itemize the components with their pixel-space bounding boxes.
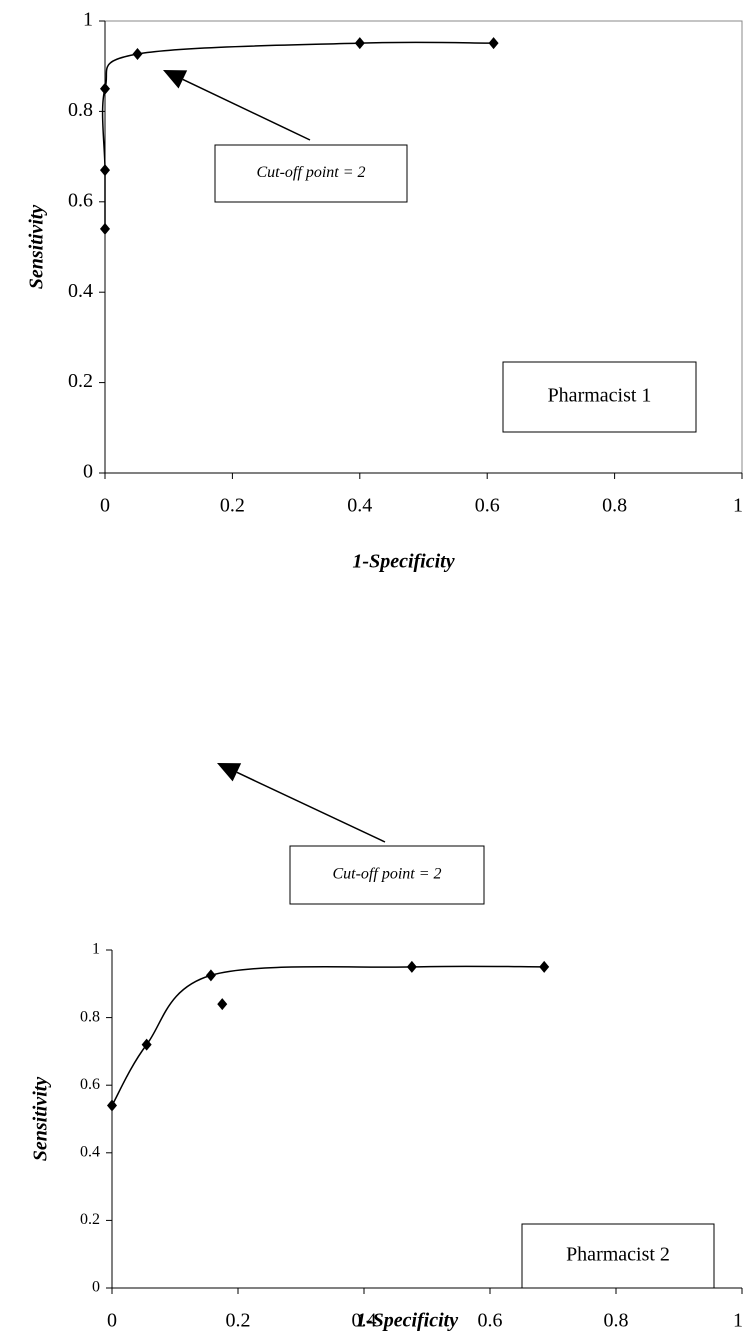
label-text: Pharmacist 1: [548, 385, 652, 407]
x-tick-label: 0.4: [347, 495, 372, 517]
y-tick-label: 0.2: [80, 1211, 100, 1228]
x-tick-label: 0.8: [604, 1310, 629, 1332]
point: [100, 223, 110, 235]
point: [539, 961, 549, 973]
y-tick-label: 0.8: [80, 1008, 100, 1025]
curve: [112, 966, 544, 1105]
y-tick-label: 0.4: [80, 1143, 100, 1160]
x-tick-label: 1: [733, 1310, 743, 1332]
y-tick-label: 0: [92, 1279, 100, 1296]
x-tick-label: 0.8: [602, 495, 627, 517]
point: [100, 83, 110, 95]
x-tick-label: 0.2: [220, 495, 245, 517]
x-axis-label: 1-Specificity: [356, 1310, 458, 1332]
page: 0 0.2 0.4 0.6 0.8 1 0 0.2 0.4 0.6 0.8 1 1-Specificit…: [0, 0, 745, 1338]
point: [132, 48, 142, 60]
x-tick-label: 0.2: [226, 1310, 251, 1332]
point: [355, 37, 365, 49]
y-tick-label: 0.6: [80, 1076, 100, 1093]
y-axis-label: Sensitivity: [26, 205, 48, 290]
y-tick-label: 1: [83, 9, 93, 31]
x-tick-label: 0: [100, 495, 110, 517]
x-tick-label: 1: [733, 495, 743, 517]
y-tick-label: 0.2: [68, 370, 93, 392]
x-tick-label: 0.6: [475, 495, 500, 517]
point: [489, 37, 499, 49]
point: [107, 1099, 117, 1111]
x-axis-label: 1-Specificity: [352, 551, 454, 573]
y-tick-label: 1: [92, 941, 100, 958]
x-tick-label: 0.6: [478, 1310, 503, 1332]
point: [100, 164, 110, 176]
y-tick-label: 0.4: [68, 280, 93, 302]
x-tick-label: 0: [107, 1310, 117, 1332]
arrow-line: [183, 79, 310, 140]
y-axis-label: Sensitivity: [30, 1077, 52, 1162]
y-tick-label: 0.8: [68, 99, 93, 121]
arrow-line: [237, 772, 385, 842]
point: [217, 998, 227, 1010]
point: [206, 969, 216, 981]
y-tick-label: 0.6: [68, 189, 93, 211]
point: [407, 961, 417, 973]
y-tick-label: 0: [83, 461, 93, 483]
callout-text: Cut-off point = 2: [256, 164, 365, 181]
label-text: Pharmacist 2: [566, 1244, 670, 1266]
callout-text: Cut-off point = 2: [332, 866, 441, 883]
